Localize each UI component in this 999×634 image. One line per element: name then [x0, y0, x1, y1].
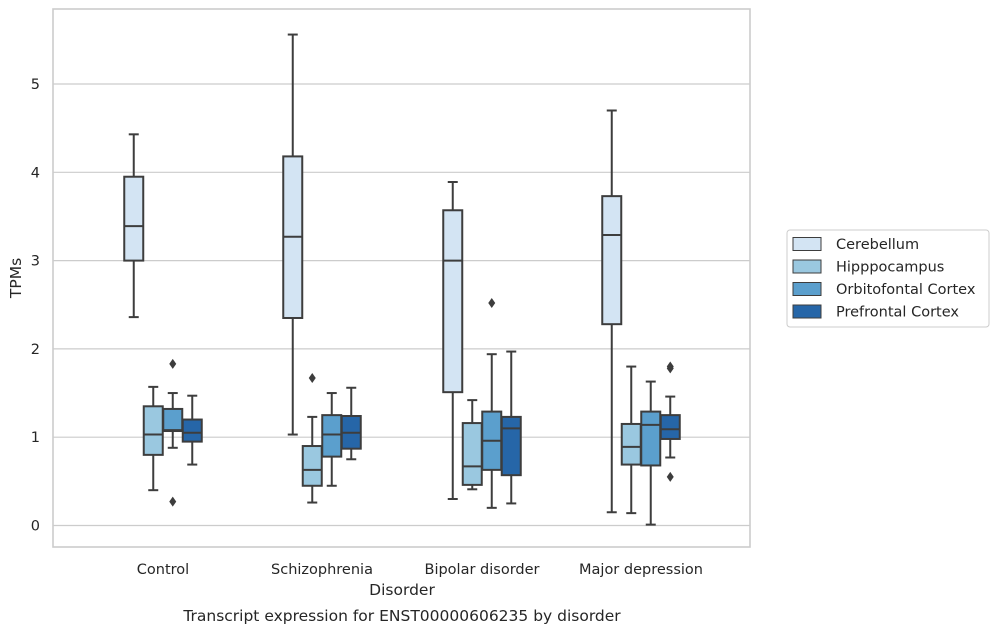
y-axis-label: TPMs: [7, 258, 25, 299]
x-axis-label: Disorder: [369, 581, 435, 599]
box-group: [181, 394, 203, 466]
box-marks: [123, 33, 681, 526]
box: [321, 414, 343, 458]
box-group: [481, 297, 503, 509]
legend-label: Prefrontal Cortex: [836, 305, 959, 321]
legend-swatch: [792, 237, 822, 251]
y-tick-label: 1: [31, 430, 40, 446]
x-tick-label: Control: [137, 562, 189, 578]
box-group: [162, 358, 184, 507]
box-group: [142, 385, 164, 492]
plot-frame: [52, 8, 751, 548]
box: [640, 410, 662, 467]
box: [659, 414, 681, 440]
y-tick-label: 0: [31, 519, 40, 535]
y-tick-labels: 0 1 2 3 4 5: [31, 77, 40, 535]
box-group: [620, 365, 642, 515]
outlier-point: [169, 358, 177, 369]
x-tick-label: Schizophrenia: [271, 562, 373, 578]
box-group: [442, 181, 464, 501]
box: [181, 418, 203, 443]
box: [123, 175, 145, 262]
outlier-point: [666, 471, 674, 482]
x-tick-label: Bipolar disorder: [425, 562, 540, 578]
box: [162, 407, 184, 433]
y-tick-label: 3: [31, 254, 40, 270]
gridlines: [53, 83, 750, 527]
box: [142, 405, 164, 456]
y-tick-label: 2: [31, 342, 40, 358]
outlier-point: [666, 363, 674, 374]
legend-frame: [786, 229, 990, 328]
legend-label: Hipppocampus: [836, 260, 944, 276]
box-group: [321, 392, 343, 487]
box-group: [123, 133, 145, 319]
box-group: [500, 350, 522, 505]
box-group: [340, 386, 362, 461]
legend: Cerebellum Hipppocampus Orbitofontal Corte…: [786, 229, 990, 328]
box: [442, 209, 464, 394]
legend-label: Orbitofontal Cortex: [836, 282, 976, 298]
x-tick-label: Major depression: [579, 562, 703, 578]
box: [620, 422, 642, 466]
box-group: [640, 380, 662, 526]
outlier-point: [169, 496, 177, 507]
legend-swatch: [792, 282, 822, 296]
chart-title: Transcript expression for ENST0000060623…: [182, 607, 621, 625]
box: [461, 422, 483, 486]
y-tick-label: 5: [31, 77, 40, 93]
legend-swatch: [792, 259, 822, 274]
box-group: [601, 109, 623, 514]
x-tick-labels: Control Schizophrenia Bipolar disorder Majo…: [137, 562, 703, 578]
box-group: [282, 33, 304, 436]
legend-label: Cerebellum: [836, 237, 919, 253]
outlier-point: [308, 373, 316, 384]
box-group: [301, 373, 323, 504]
box-group: [659, 361, 681, 482]
box: [500, 415, 522, 477]
box: [601, 195, 623, 326]
y-tick-label: 4: [31, 165, 40, 181]
box-group: [461, 399, 483, 491]
legend-swatch: [792, 304, 822, 319]
box: [301, 445, 323, 487]
outlier-point: [488, 297, 496, 308]
